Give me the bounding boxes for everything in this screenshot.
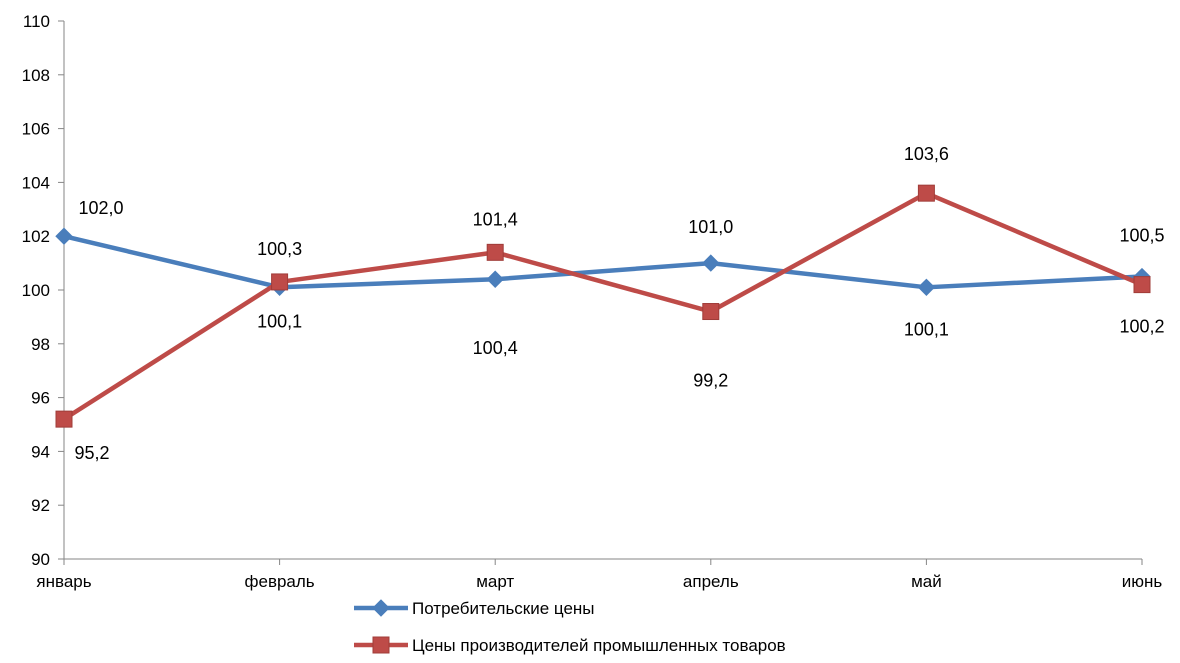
x-tick-label: февраль xyxy=(245,572,315,591)
diamond-marker xyxy=(702,254,720,272)
square-marker xyxy=(917,184,935,202)
y-tick-label: 92 xyxy=(31,496,50,515)
data-label: 99,2 xyxy=(693,371,728,391)
data-label: 100,2 xyxy=(1119,317,1164,337)
data-label: 100,5 xyxy=(1119,226,1164,246)
square-marker xyxy=(702,303,720,321)
y-tick-label: 110 xyxy=(23,12,50,31)
square-marker xyxy=(1133,276,1151,294)
legend: Потребительские цены Цены производителей … xyxy=(354,599,786,655)
legend-square-marker xyxy=(372,636,390,654)
series-line xyxy=(61,190,1145,422)
y-tick-label: 96 xyxy=(31,389,50,408)
series-1 xyxy=(55,227,1151,297)
legend-item: Потребительские цены xyxy=(354,599,595,618)
square-marker xyxy=(55,410,73,428)
x-tick-label: март xyxy=(476,572,514,591)
data-label: 100,1 xyxy=(904,319,949,339)
y-tick-label: 98 xyxy=(31,335,50,354)
y-tick-label: 104 xyxy=(22,173,50,192)
data-label: 95,2 xyxy=(74,443,109,463)
legend-item: Цены производителей промышленных товаров xyxy=(354,636,786,655)
data-label: 102,0 xyxy=(78,198,123,218)
data-label: 100,3 xyxy=(257,239,302,259)
square-marker xyxy=(271,273,289,291)
y-tick-label: 90 xyxy=(31,550,50,569)
series-2 xyxy=(55,184,1151,428)
series-line xyxy=(61,233,1145,290)
data-label: 103,6 xyxy=(904,144,949,164)
y-tick-label: 102 xyxy=(22,227,50,246)
data-label: 101,4 xyxy=(473,209,518,229)
legend-label: Цены производителей промышленных товаров xyxy=(412,636,786,655)
data-label: 100,4 xyxy=(473,338,518,358)
y-tick-label: 106 xyxy=(22,120,50,139)
x-tick-label: апрель xyxy=(683,572,739,591)
x-tick-label: май xyxy=(911,572,942,591)
y-tick-label: 100 xyxy=(22,281,50,300)
y-tick-label: 108 xyxy=(22,66,50,85)
x-tick-label: июнь xyxy=(1122,572,1163,591)
y-tick-label: 94 xyxy=(31,442,50,461)
square-marker xyxy=(486,243,504,261)
data-label: 100,1 xyxy=(257,311,302,331)
axes: 90 92 94 96 98 100 102 104 106 108 110 январь феврал… xyxy=(22,12,1163,591)
data-label: 101,0 xyxy=(688,217,733,237)
data-labels: 102,0 100,1 100,4 101,0 100,1 100,5 95,2 100,3 1… xyxy=(74,144,1164,463)
diamond-marker xyxy=(917,278,936,297)
diamond-marker xyxy=(486,270,504,288)
legend-diamond-marker xyxy=(372,599,390,617)
legend-label: Потребительские цены xyxy=(412,599,595,618)
x-tick-label: январь xyxy=(36,572,91,591)
diamond-marker xyxy=(55,227,73,245)
series-lines xyxy=(55,184,1151,428)
